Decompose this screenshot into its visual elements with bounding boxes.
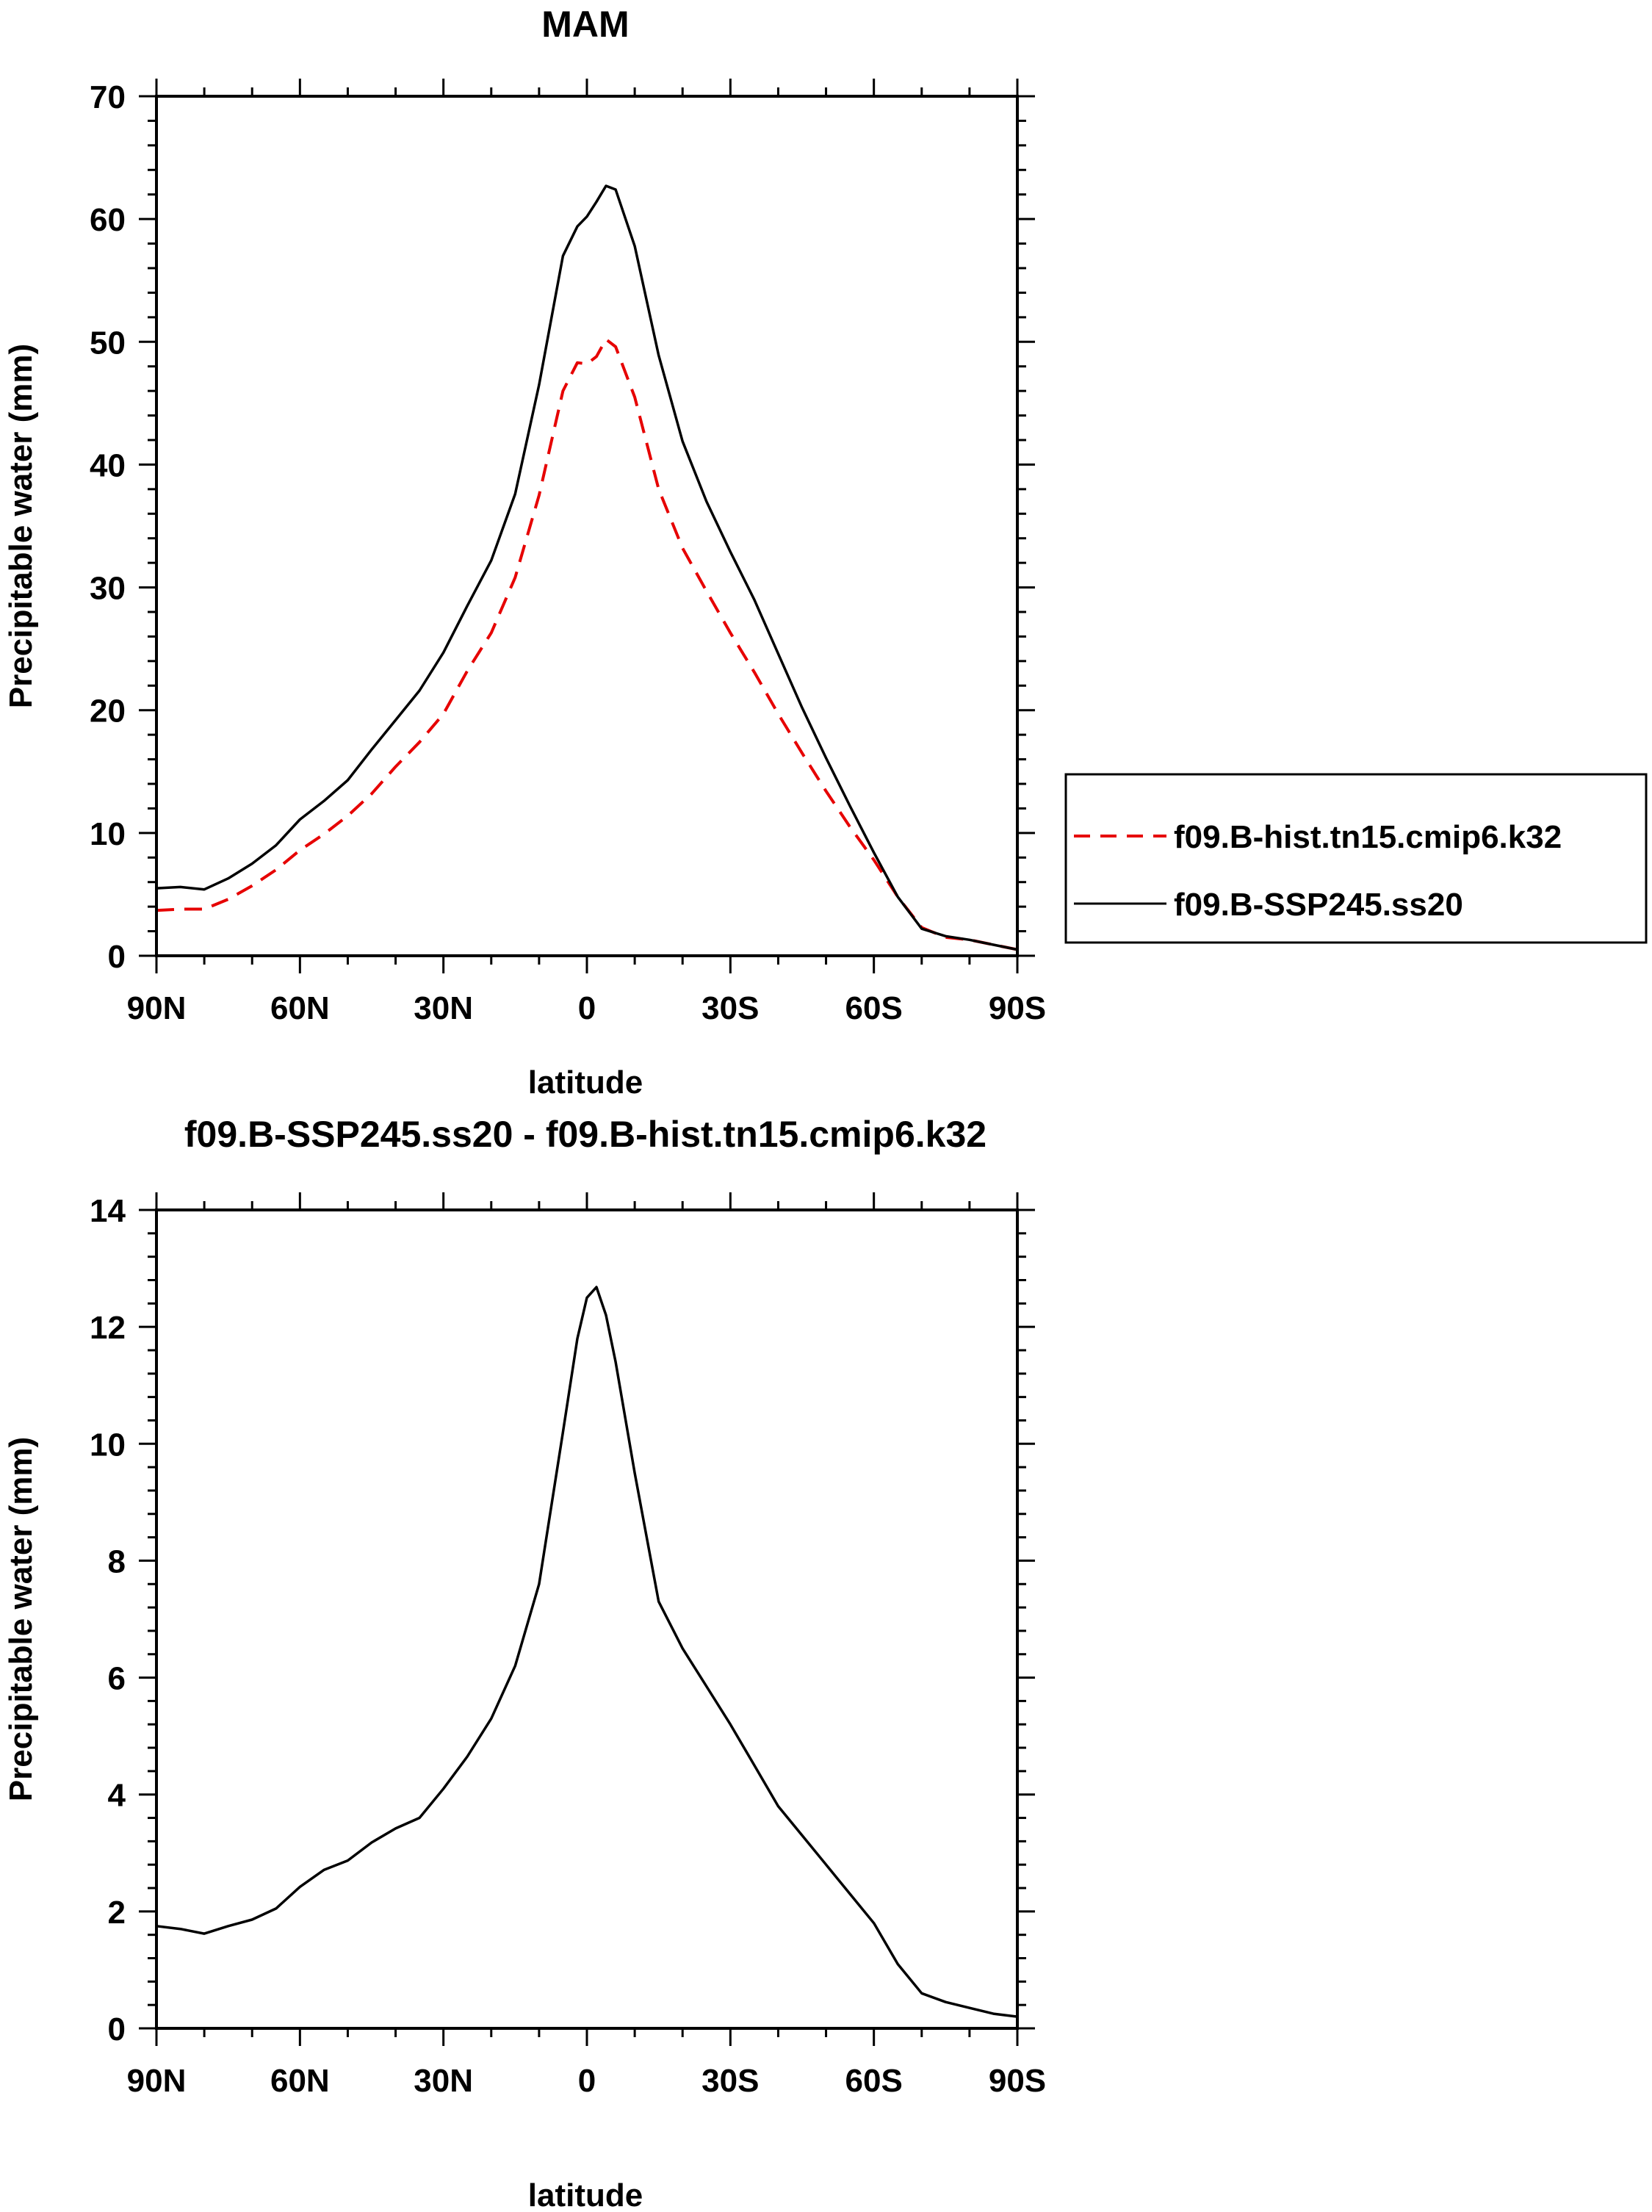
bottom-chart: f09.B-SSP245.ss20 - f09.B-hist.tn15.cmip… — [3, 1114, 1046, 2212]
top-chart-y-tick-label: 50 — [90, 325, 126, 361]
bottom-chart-x-tick-label: 30S — [701, 2063, 759, 2099]
legend-label-hist: f09.B-hist.tn15.cmip6.k32 — [1174, 819, 1562, 855]
top-chart-x-tick-label: 0 — [578, 990, 596, 1026]
bottom-chart-x-tick-label: 30N — [414, 2063, 473, 2099]
top-chart-x-tick-label: 30S — [701, 990, 759, 1026]
top-chart-y-tick-label: 70 — [90, 79, 126, 115]
bottom-chart-x-label: latitude — [528, 2177, 643, 2212]
bottom-chart-y-tick-label: 0 — [108, 2011, 126, 2047]
top-chart-title: MAM — [541, 4, 629, 45]
bottom-chart-plot-frame — [155, 1208, 1019, 2030]
bottom-chart-y-tick-label: 10 — [90, 1427, 126, 1463]
top-chart-x-tick-label: 60S — [845, 990, 903, 1026]
bottom-chart-y-tick-label: 8 — [108, 1543, 126, 1579]
top-chart-x-label: latitude — [528, 1064, 643, 1100]
legend: f09.B-hist.tn15.cmip6.k32 f09.B-SSP245.s… — [1064, 773, 1648, 944]
bottom-chart-y-axis: 0 2 4 6 8 10 12 14 — [90, 1193, 1035, 2047]
bottom-chart-series — [156, 1286, 1018, 2018]
top-chart-y-tick-label: 0 — [108, 939, 126, 975]
top-chart-series-line-1 — [156, 184, 1018, 951]
top-chart-x-tick-label: 90N — [127, 990, 187, 1026]
top-chart-x-tick-label: 90S — [989, 990, 1046, 1026]
bottom-chart-x-tick-label: 90S — [989, 2063, 1046, 2099]
bottom-chart-y-tick-label: 14 — [90, 1193, 126, 1229]
top-chart-y-tick-label: 40 — [90, 447, 126, 483]
legend-box — [1064, 773, 1648, 944]
bottom-chart-y-tick-label: 6 — [108, 1661, 126, 1697]
bottom-chart-y-label: Precipitable water (mm) — [3, 1437, 39, 1801]
top-chart-y-tick-label: 60 — [90, 202, 126, 238]
top-chart-x-tick-label: 30N — [414, 990, 473, 1026]
top-chart-plot-frame — [155, 95, 1019, 957]
bottom-chart-x-tick-label: 0 — [578, 2063, 596, 2099]
top-chart-series — [156, 184, 1018, 951]
bottom-chart-series-line-0 — [156, 1286, 1018, 2018]
bottom-chart-y-tick-label: 12 — [90, 1310, 126, 1346]
legend-label-ssp245: f09.B-SSP245.ss20 — [1174, 887, 1463, 923]
bottom-chart-title: f09.B-SSP245.ss20 - f09.B-hist.tn15.cmip… — [184, 1114, 986, 1155]
top-chart-y-tick-label: 30 — [90, 571, 126, 607]
bottom-chart-x-tick-label: 60N — [270, 2063, 330, 2099]
top-chart-series-line-0 — [156, 337, 1018, 951]
top-chart-y-tick-label: 10 — [90, 816, 126, 852]
bottom-chart-x-tick-label: 90N — [127, 2063, 187, 2099]
top-chart-y-axis: 0 10 20 30 40 50 60 70 — [90, 79, 1035, 975]
top-chart-x-tick-label: 60N — [270, 990, 330, 1026]
bottom-chart-x-axis: 90N 60N 30N 0 30S 60S 90S — [127, 1192, 1046, 2099]
bottom-chart-y-tick-label: 4 — [108, 1778, 126, 1814]
top-chart-x-axis: 90N 60N 30N 0 30S 60S 90S — [127, 79, 1046, 1026]
top-chart-y-tick-label: 20 — [90, 693, 126, 729]
bottom-chart-x-tick-label: 60S — [845, 2063, 903, 2099]
bottom-chart-y-tick-label: 2 — [108, 1895, 126, 1931]
top-chart-y-label: Precipitable water (mm) — [3, 344, 39, 708]
